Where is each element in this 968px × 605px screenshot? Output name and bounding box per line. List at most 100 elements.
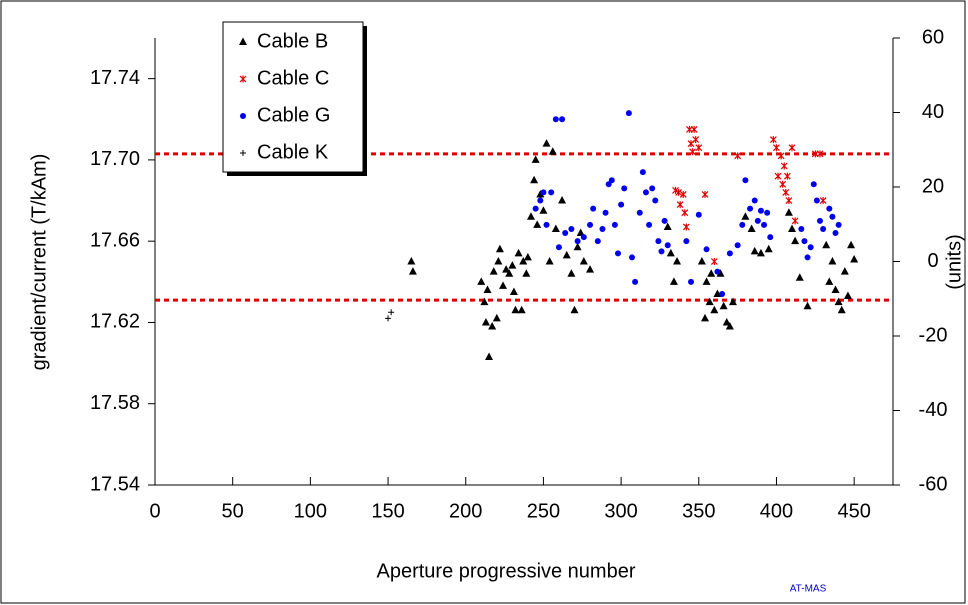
point	[523, 252, 532, 261]
point	[798, 225, 805, 232]
point	[545, 257, 554, 265]
point	[483, 285, 492, 293]
point	[703, 246, 710, 253]
point	[526, 212, 535, 220]
y2-tick-label: 20	[922, 175, 944, 197]
point	[754, 217, 761, 224]
point	[683, 238, 690, 245]
point	[625, 110, 632, 117]
point	[719, 301, 728, 310]
point	[679, 190, 687, 198]
y2-tick-label: 60	[922, 26, 944, 48]
point	[761, 221, 768, 228]
y2-tick-label: 0	[927, 250, 938, 272]
point	[822, 240, 831, 249]
point	[542, 139, 551, 147]
x-tick-label: 150	[371, 500, 404, 522]
point	[573, 242, 582, 251]
point	[499, 281, 508, 289]
point	[675, 188, 683, 196]
point	[716, 269, 725, 277]
point	[825, 277, 834, 285]
point	[540, 189, 547, 196]
point	[669, 277, 678, 285]
point	[509, 287, 518, 295]
point	[608, 177, 615, 184]
point	[548, 189, 555, 196]
point	[408, 267, 417, 275]
point	[532, 205, 539, 212]
point	[673, 257, 682, 265]
point	[692, 136, 700, 144]
point	[728, 297, 737, 306]
point	[652, 197, 659, 204]
point	[739, 221, 746, 228]
point	[642, 189, 649, 196]
point	[555, 244, 562, 251]
x-tick-label: 400	[760, 500, 793, 522]
point	[803, 301, 812, 310]
point	[570, 305, 579, 314]
point	[710, 258, 718, 265]
y-tick-label: 17.70	[90, 148, 140, 170]
legend-label: Cable C	[257, 67, 329, 89]
point	[695, 144, 703, 152]
x-tick-label: 100	[294, 500, 327, 522]
point	[562, 250, 571, 259]
point	[813, 197, 820, 204]
point	[586, 265, 595, 273]
point	[530, 175, 539, 184]
point	[782, 188, 790, 196]
point	[791, 236, 800, 245]
point	[488, 322, 497, 330]
point	[751, 197, 758, 204]
x-tick-label: 300	[604, 500, 637, 522]
point	[590, 205, 597, 212]
point	[750, 246, 759, 255]
point	[658, 248, 665, 255]
point	[519, 257, 528, 265]
point	[552, 116, 559, 123]
point	[514, 248, 523, 257]
point	[522, 269, 531, 277]
legend	[222, 21, 364, 173]
point	[816, 150, 824, 158]
point	[489, 267, 498, 275]
point	[664, 242, 671, 249]
y2-axis-label: (units)	[943, 234, 965, 290]
point	[819, 197, 827, 205]
y-tick-label: 17.54	[90, 473, 140, 495]
point	[722, 317, 731, 326]
point	[567, 269, 576, 277]
y-tick-label: 17.66	[90, 229, 140, 251]
point	[480, 297, 489, 306]
point	[559, 116, 566, 123]
point	[543, 221, 550, 228]
point	[791, 217, 799, 225]
point	[502, 265, 511, 273]
point	[614, 250, 621, 257]
point	[847, 240, 856, 249]
x-axis-label: Aperture progressive number	[376, 560, 635, 582]
note: AT-MAS	[790, 584, 827, 595]
point	[810, 181, 817, 188]
point	[639, 169, 646, 176]
point	[769, 136, 777, 144]
point	[710, 305, 719, 314]
x-tick-label: 50	[222, 500, 244, 522]
point	[801, 238, 808, 245]
point	[705, 297, 714, 306]
legend-label: Cable B	[257, 30, 328, 52]
point	[747, 224, 756, 232]
point	[568, 225, 575, 232]
point	[726, 250, 733, 257]
point	[774, 172, 782, 180]
point	[511, 305, 520, 314]
point	[594, 238, 601, 245]
point	[574, 238, 581, 245]
y-axis-label: gradient/current (T/kAm)	[28, 154, 50, 371]
legend-marker	[240, 150, 246, 156]
point	[779, 180, 787, 188]
point	[605, 181, 612, 188]
legend-marker	[240, 113, 246, 119]
